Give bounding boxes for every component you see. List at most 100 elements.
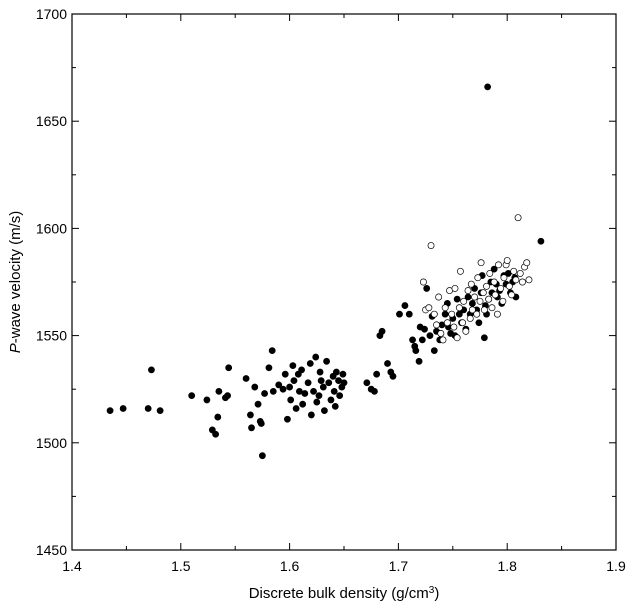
filled-data-point: [384, 360, 391, 367]
filled-data-point: [284, 415, 291, 423]
filled-data-point: [330, 387, 338, 395]
plot-frame: [71, 13, 617, 551]
y-tick-label: 1650: [36, 113, 67, 129]
filled-data-point: [299, 400, 307, 408]
y-tick-label: 1700: [36, 6, 67, 22]
open-data-point: [473, 310, 481, 318]
filled-data-point: [317, 377, 325, 385]
open-data-point: [479, 289, 487, 297]
filled-data-point: [340, 379, 348, 387]
y-tick-label: 1550: [36, 328, 67, 344]
filled-data-point: [371, 387, 378, 395]
x-axis-title-main: Discrete bulk density (g/cm: [249, 585, 429, 602]
open-data-point: [439, 336, 447, 344]
filled-data-point: [490, 265, 498, 273]
y-axis-title-italic: P: [7, 343, 24, 353]
filled-data-point: [261, 390, 268, 397]
open-data-point: [483, 282, 490, 290]
filled-data-point: [215, 387, 223, 395]
open-data-point: [427, 242, 435, 250]
open-data-point: [467, 280, 475, 288]
y-tick-label: 1450: [36, 542, 67, 558]
filled-data-point: [475, 319, 483, 327]
filled-data-point: [298, 366, 305, 374]
filled-data-point: [203, 396, 211, 404]
filled-data-point: [247, 411, 254, 419]
y-axis-title-main: -wave velocity (m/s): [7, 211, 24, 344]
filled-data-point: [313, 398, 321, 406]
filled-data-point: [363, 379, 371, 387]
x-tick-label: 1.6: [280, 558, 300, 574]
filled-data-point: [316, 368, 324, 376]
filled-data-point: [423, 285, 431, 292]
open-data-point: [477, 259, 485, 267]
open-data-point: [491, 291, 499, 299]
open-data-point: [455, 304, 463, 312]
filled-data-point: [409, 336, 416, 344]
open-data-point: [488, 304, 496, 312]
filled-data-point: [214, 413, 222, 421]
open-data-point: [468, 306, 476, 314]
x-tick-label: 1.9: [606, 558, 626, 574]
filled-data-point: [321, 407, 328, 415]
x-tick-labels: 1.4 1.5 1.6 1.7 1.8 1.9: [62, 558, 626, 574]
x-tick-label: 1.8: [497, 558, 517, 574]
filled-data-point: [415, 357, 423, 365]
open-data-point: [514, 214, 522, 222]
filled-data-point: [304, 379, 312, 387]
open-data-point: [508, 291, 516, 299]
open-data-point: [443, 319, 451, 327]
open-data-point: [523, 259, 531, 267]
open-data-point: [462, 327, 470, 335]
filled-data-point: [315, 392, 323, 400]
open-data-point: [441, 304, 449, 312]
filled-data-point: [537, 237, 545, 245]
open-data-point: [466, 314, 474, 322]
y-tick-labels: 1450 1500 1550 1600 1650 1700: [36, 6, 67, 558]
open-data-point: [499, 297, 507, 305]
open-data-point: [430, 310, 438, 318]
x-tick-label: 1.7: [389, 558, 409, 574]
open-data-point: [419, 278, 427, 286]
filled-data-point: [275, 381, 283, 389]
filled-data-point: [254, 400, 262, 408]
x-axis-title: Discrete bulk density (g/cm3): [249, 585, 440, 603]
open-data-point: [497, 284, 505, 292]
filled-data-point: [292, 405, 300, 412]
open-data-point: [486, 269, 494, 277]
open-data-point: [503, 257, 511, 265]
filled-data-point: [373, 370, 381, 378]
y-tick-label: 1600: [36, 220, 67, 236]
filled-data-point: [281, 370, 289, 378]
filled-data-point: [289, 362, 297, 370]
open-data-point: [495, 261, 502, 269]
open-data-point: [471, 293, 479, 301]
filled-data-point: [225, 364, 233, 372]
filled-data-point: [188, 392, 196, 400]
filled-data-point: [306, 360, 314, 367]
open-data-point: [490, 278, 498, 286]
y-axis-title: P-wave velocity (m/s): [7, 211, 24, 354]
x-axis-title-end: ): [434, 585, 439, 602]
filled-data-point: [453, 295, 461, 303]
open-data-point: [453, 334, 461, 342]
open-data-point: [500, 274, 508, 282]
filled-data-point: [268, 347, 276, 355]
filled-data-point: [405, 310, 413, 318]
filled-data-point: [401, 302, 409, 309]
filled-data-point: [418, 336, 426, 344]
open-data-point: [437, 330, 445, 337]
open-data-point: [493, 310, 501, 318]
y-tick-label: 1500: [36, 435, 67, 451]
open-data-point: [516, 269, 524, 277]
open-data-point: [451, 284, 459, 292]
filled-data-point: [480, 334, 488, 342]
filled-data-point: [156, 407, 164, 415]
open-data-point: [435, 293, 443, 301]
filled-data-point: [430, 347, 438, 355]
open-data-point: [525, 276, 533, 284]
open-data-point: [485, 295, 493, 303]
filled-data-point: [269, 387, 277, 395]
filled-data-point: [307, 411, 315, 419]
filled-data-point: [286, 383, 293, 391]
